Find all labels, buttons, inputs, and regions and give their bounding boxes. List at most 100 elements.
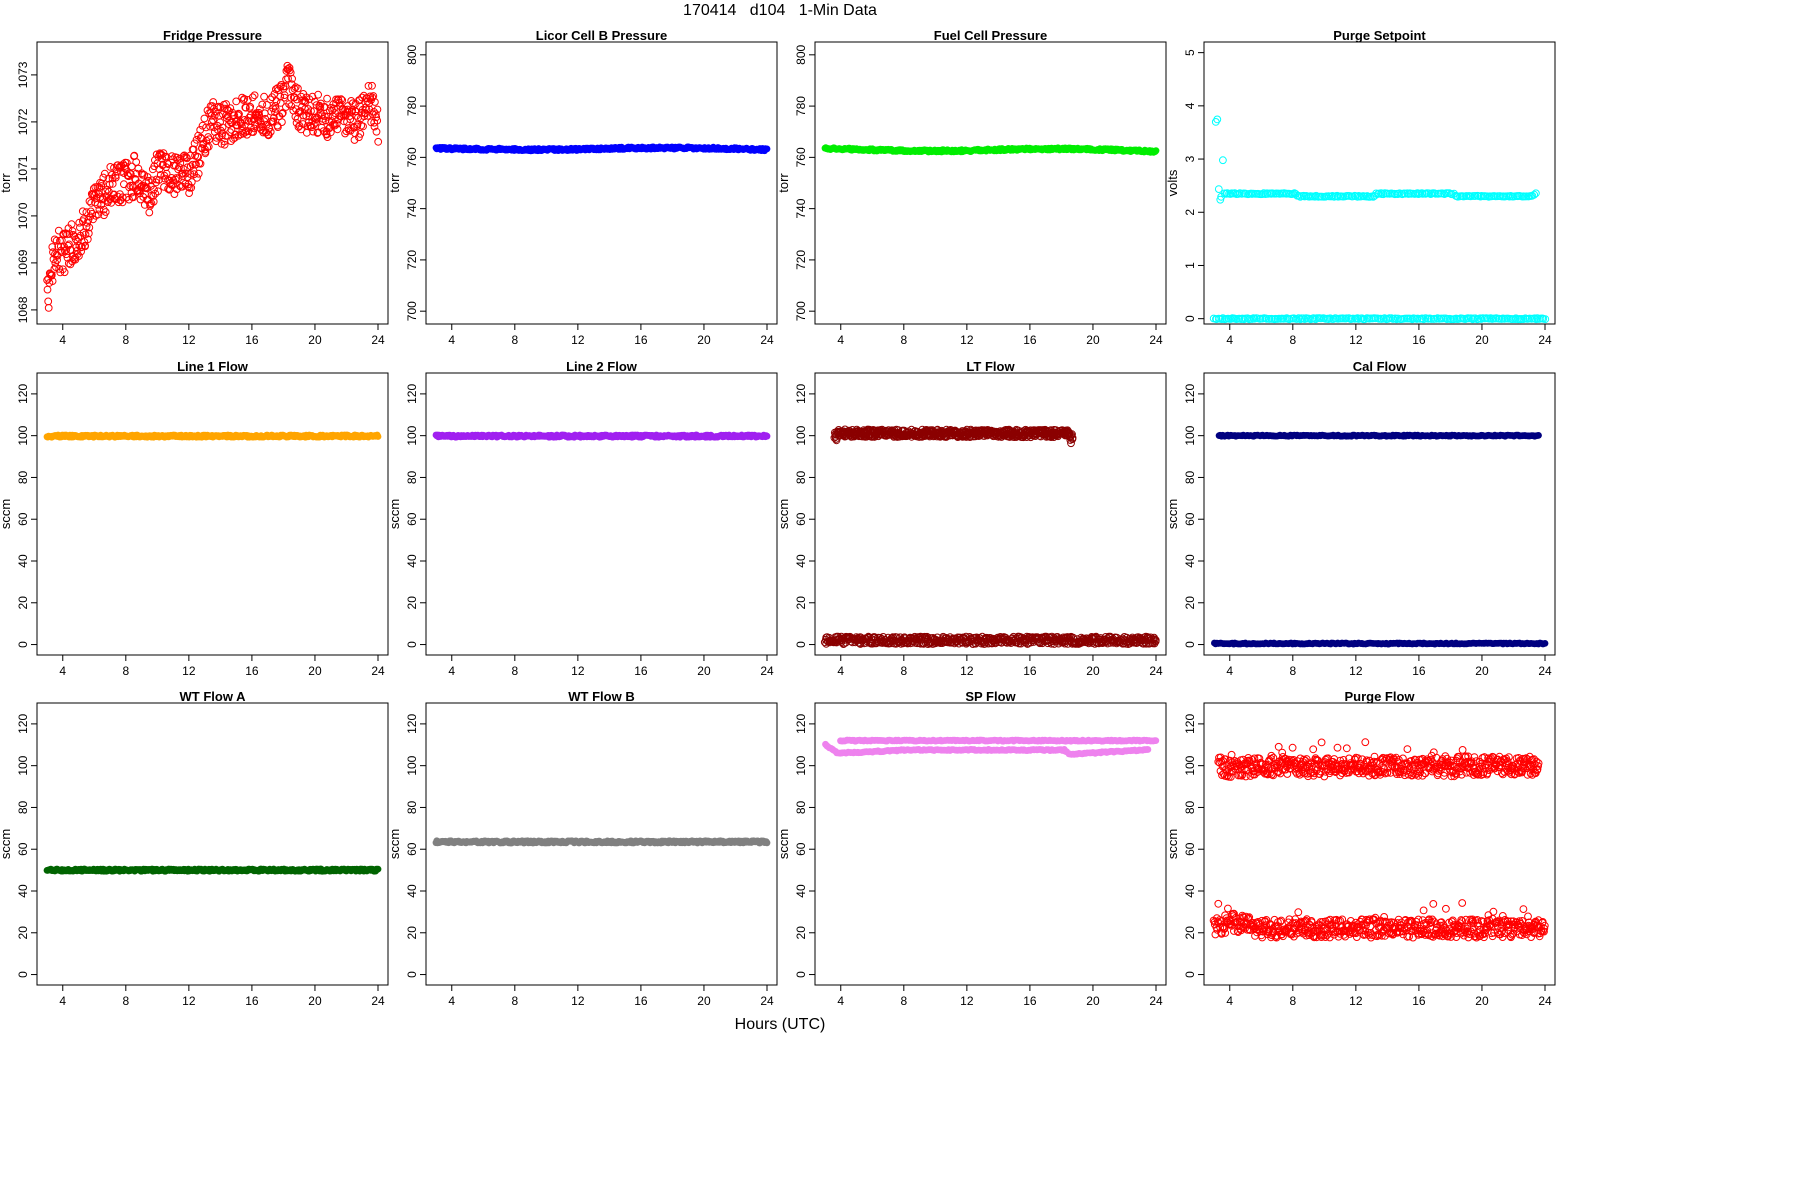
- data-point: [316, 103, 325, 112]
- y-tick-label: 60: [16, 512, 30, 526]
- data-point: [151, 189, 160, 198]
- data-point: [123, 171, 132, 180]
- x-tick-label: 8: [122, 664, 129, 678]
- panel-title: Fridge Pressure: [163, 28, 262, 43]
- x-tick-label: 4: [59, 333, 66, 347]
- series-0: [43, 431, 382, 441]
- data-point: [271, 105, 280, 113]
- data-point: [278, 109, 287, 118]
- data-point: [103, 185, 112, 194]
- data-point: [111, 173, 120, 182]
- y-tick-label: 0: [1183, 315, 1197, 322]
- data-point: [209, 116, 217, 124]
- x-tick-label: 8: [900, 333, 907, 347]
- data-point: [372, 127, 381, 136]
- data-point: [78, 207, 87, 216]
- data-point: [84, 229, 93, 238]
- x-tick-label: 24: [371, 994, 385, 1008]
- x-tick-label: 16: [245, 994, 259, 1008]
- y-tick-label: 700: [794, 301, 808, 321]
- y-tick-label: 100: [16, 755, 30, 775]
- x-tick-label: 20: [697, 333, 711, 347]
- data-point: [94, 210, 103, 219]
- data-point: [110, 190, 118, 199]
- data-point: [155, 176, 163, 184]
- y-tick-label: 20: [1183, 596, 1197, 610]
- y-tick-label: 780: [794, 96, 808, 116]
- x-tick-label: 12: [182, 333, 196, 347]
- data-point: [74, 233, 83, 242]
- data-point: [120, 180, 128, 189]
- data-point: [232, 97, 241, 106]
- x-tick-label: 24: [371, 664, 385, 678]
- data-point: [62, 250, 71, 259]
- y-tick-label: 20: [16, 596, 30, 610]
- y-tick-label: 1069: [16, 249, 30, 276]
- data-point: [278, 109, 287, 117]
- data-point: [277, 81, 286, 89]
- figure-title: 170414 d104 1-Min Data: [683, 2, 877, 19]
- data-point: [81, 230, 90, 239]
- data-point: [258, 100, 267, 109]
- series-0: [432, 143, 771, 155]
- data-point: [269, 117, 278, 126]
- data-point: [178, 172, 187, 181]
- series-1: [820, 632, 1160, 648]
- data-point: [200, 114, 209, 123]
- data-point: [236, 118, 245, 127]
- data-point: [1219, 156, 1227, 165]
- data-point: [206, 122, 215, 131]
- data-point: [147, 199, 156, 208]
- data-point: [48, 243, 57, 251]
- data-point: [108, 180, 117, 188]
- data-point: [179, 165, 188, 173]
- x-tick-label: 8: [511, 333, 518, 347]
- y-axis-label: sccm: [0, 499, 13, 529]
- data-point: [227, 125, 236, 134]
- x-tick-label: 4: [448, 333, 455, 347]
- data-point: [288, 74, 297, 83]
- data-point: [170, 190, 179, 199]
- y-tick-label: 60: [794, 512, 808, 526]
- data-point: [346, 115, 355, 124]
- data-point: [205, 135, 214, 144]
- data-point: [207, 118, 216, 126]
- data-point: [304, 109, 313, 117]
- data-point: [235, 110, 243, 119]
- y-tick-label: 60: [405, 512, 419, 526]
- data-point: [248, 93, 257, 102]
- data-point: [175, 163, 183, 172]
- data-point: [320, 112, 329, 121]
- data-point: [333, 125, 342, 134]
- x-tick-label: 20: [1086, 664, 1100, 678]
- data-point: [278, 118, 286, 126]
- x-tick-label: 8: [511, 664, 518, 678]
- data-point: [222, 100, 231, 108]
- y-tick-label: 1: [1183, 262, 1197, 269]
- plot-frame: [814, 41, 1167, 325]
- y-tick-label: 740: [405, 198, 419, 218]
- y-tick-label: 80: [1183, 470, 1197, 484]
- series-0: [821, 144, 1160, 156]
- y-tick-label: 2: [1183, 209, 1197, 216]
- y-tick-label: 40: [794, 554, 808, 568]
- y-tick-label: 100: [1183, 425, 1197, 445]
- x-tick-label: 24: [1538, 333, 1552, 347]
- y-tick-label: 760: [405, 147, 419, 167]
- data-point: [313, 113, 322, 122]
- data-point: [217, 139, 226, 148]
- data-point: [60, 268, 69, 277]
- x-tick-label: 4: [837, 333, 844, 347]
- x-tick-label: 20: [697, 664, 711, 678]
- series-0: [1211, 115, 1540, 204]
- panel-title: Cal Flow: [1353, 359, 1407, 374]
- data-point: [266, 128, 275, 136]
- data-point: [270, 114, 278, 122]
- y-tick-label: 100: [405, 425, 419, 445]
- series-1: [1209, 314, 1550, 324]
- data-point: [372, 113, 381, 122]
